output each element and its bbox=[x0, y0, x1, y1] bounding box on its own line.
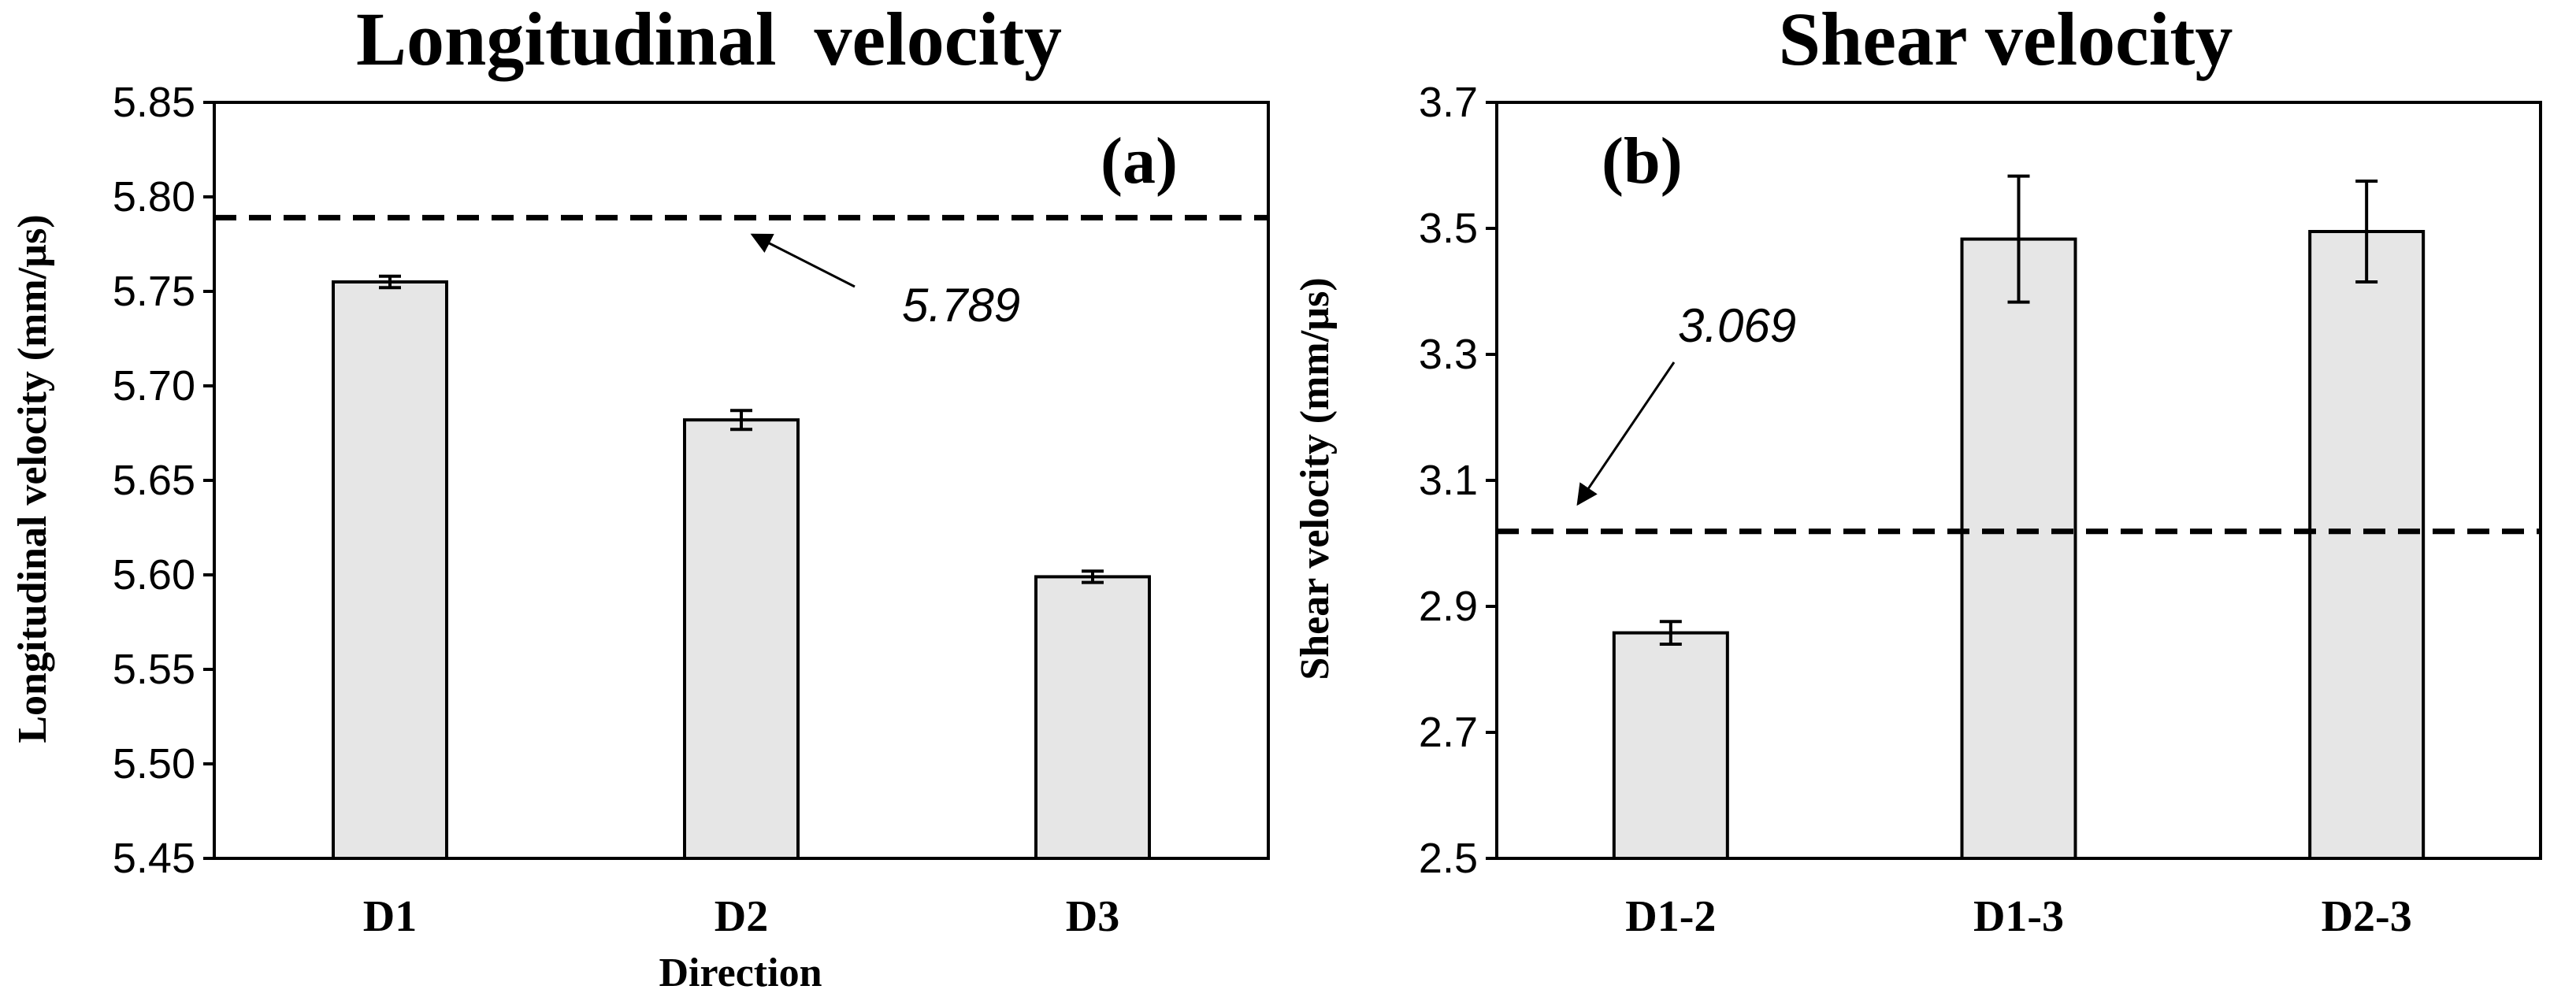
panel-b-x-tick-label: D2-3 bbox=[2322, 892, 2412, 941]
panel-a-plot-frame bbox=[213, 101, 1270, 860]
panel-a-panel-label: (a) bbox=[1101, 124, 1178, 198]
panel-b-reference-label: 3.069 bbox=[1678, 299, 1796, 352]
panel-a-x-tick-label: D3 bbox=[1066, 892, 1119, 941]
panel-b-x-tick-label: D1-2 bbox=[1625, 892, 1716, 941]
panel-a-y-tick-label: 5.50 bbox=[113, 740, 195, 788]
panel-a-x-tick-label: D1 bbox=[363, 892, 417, 941]
panel-a-y-tick-label: 5.45 bbox=[113, 835, 195, 882]
panel-b: Shear velocity Shear velocity (mm/µs) 2.… bbox=[1293, 0, 2542, 941]
panel-a: Longitudinal velocity Longitudinal veloc… bbox=[10, 0, 1270, 995]
panel-a-plot: 5.45 5.50 5.55 5.60 5.65 5.70 5.75 5.80 5.85 D1 D2… bbox=[113, 79, 1270, 941]
panel-b-bar-d1-3 bbox=[1960, 237, 2077, 861]
panel-b-y-axis-label: Shear velocity (mm/µs) bbox=[1293, 277, 1338, 680]
panel-b-title: Shear velocity bbox=[1779, 0, 2233, 81]
panel-a-y-tick-label: 5.75 bbox=[113, 268, 195, 315]
panel-a-y-tick-label: 5.60 bbox=[113, 551, 195, 598]
panel-a-y-tick-label: 5.85 bbox=[113, 79, 195, 126]
panel-a-y-tick-label: 5.55 bbox=[113, 646, 195, 693]
panel-a-y-tick-label: 5.65 bbox=[113, 457, 195, 504]
panel-a-x-axis-label: Direction bbox=[659, 951, 822, 995]
panel-a-bar-d2 bbox=[683, 418, 800, 860]
panel-a-y-tick-label: 5.80 bbox=[113, 173, 195, 220]
panel-a-reference-label: 5.789 bbox=[902, 279, 1020, 332]
panel-b-bar-d1-2 bbox=[1612, 631, 1729, 860]
panel-a-bar-d3 bbox=[1034, 575, 1151, 861]
panel-b-x-tick-label: D1-3 bbox=[1973, 892, 2064, 941]
panel-b-plot-frame bbox=[1495, 101, 2542, 860]
panel-a-title: Longitudinal velocity bbox=[356, 0, 1062, 81]
panel-a-bar-d1 bbox=[332, 280, 448, 860]
panel-b-bar-d2-3 bbox=[2308, 230, 2426, 860]
panel-b-y-tick-label: 3.5 bbox=[1419, 205, 1478, 252]
panel-b-y-tick-label: 3.7 bbox=[1419, 79, 1478, 126]
panel-b-y-tick-label: 2.5 bbox=[1419, 835, 1478, 882]
panel-b-y-tick-label: 3.3 bbox=[1419, 331, 1478, 378]
panel-b-annotation-arrow bbox=[1576, 361, 1676, 506]
panel-a-y-axis-label: Longitudinal velocity (mm/µs) bbox=[10, 214, 55, 743]
panel-b-y-tick-label: 3.1 bbox=[1419, 457, 1478, 504]
panel-b-plot: 2.5 2.7 2.9 3.1 3.3 3.5 3.7 D1-2 D1-3 D2-3 3.069 (b… bbox=[1419, 79, 2542, 941]
panel-b-y-tick-label: 2.9 bbox=[1419, 583, 1478, 630]
panel-a-annotation-arrow bbox=[750, 233, 856, 288]
panel-a-y-tick-label: 5.70 bbox=[113, 362, 195, 410]
panel-b-panel-label: (b) bbox=[1602, 124, 1683, 198]
panel-a-x-tick-label: D2 bbox=[715, 892, 768, 941]
panel-b-y-tick-label: 2.7 bbox=[1419, 709, 1478, 756]
